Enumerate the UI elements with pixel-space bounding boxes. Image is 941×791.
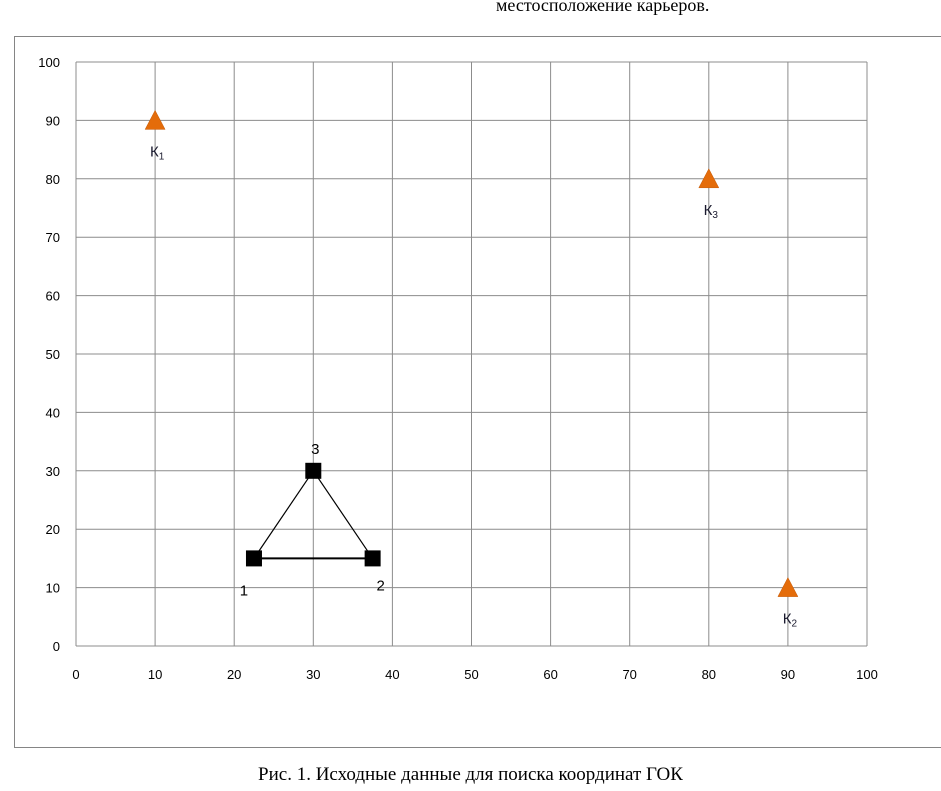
triangle-edges bbox=[253, 470, 374, 560]
point-marker bbox=[305, 462, 322, 479]
y-tick-label: 40 bbox=[46, 405, 60, 420]
y-tick-label: 20 bbox=[46, 522, 60, 537]
point-marker bbox=[245, 550, 262, 567]
chart-frame bbox=[14, 36, 941, 748]
y-tick-label: 100 bbox=[38, 55, 60, 70]
x-tick-label: 60 bbox=[543, 667, 557, 682]
x-tick-label: 70 bbox=[622, 667, 636, 682]
quarry-label-subscript: 1 bbox=[159, 151, 165, 162]
point-label: 2 bbox=[376, 577, 384, 594]
quarry-marker bbox=[698, 168, 720, 189]
quarry-label: К2 bbox=[783, 611, 798, 630]
x-tick-label: 0 bbox=[72, 667, 79, 682]
x-tick-label: 50 bbox=[464, 667, 478, 682]
x-tick-label: 40 bbox=[385, 667, 399, 682]
x-tick-label: 80 bbox=[702, 667, 716, 682]
x-tick-label: 100 bbox=[856, 667, 878, 682]
figure-caption: Рис. 1. Исходные данные для поиска коорд… bbox=[258, 764, 683, 785]
triangle-edge bbox=[312, 470, 374, 559]
x-tick-label: 10 bbox=[148, 667, 162, 682]
y-tick-label: 70 bbox=[46, 230, 60, 245]
point-label: 1 bbox=[240, 582, 248, 599]
y-tick-label: 80 bbox=[46, 172, 60, 187]
y-tick-label: 0 bbox=[53, 639, 60, 654]
x-tick-label: 20 bbox=[227, 667, 241, 682]
quarry-marker bbox=[777, 577, 799, 597]
y-axis-ticks: 0 10 20 30 40 50 60 70 80 90 100 bbox=[38, 55, 60, 654]
y-tick-label: 30 bbox=[46, 464, 60, 479]
y-tick-label: 60 bbox=[46, 289, 60, 304]
quarry-label-subscript: 3 bbox=[712, 210, 718, 221]
grid-lines bbox=[75, 61, 868, 647]
quarry-label: К3 bbox=[704, 202, 719, 221]
x-tick-label: 30 bbox=[306, 667, 320, 682]
quarry-label: К1 bbox=[150, 143, 165, 162]
header-text: местосположение карьеров. bbox=[496, 0, 710, 15]
y-tick-label: 50 bbox=[46, 347, 60, 362]
triangle-points: 1 2 3 bbox=[240, 441, 385, 600]
quarry-marker bbox=[144, 109, 166, 130]
y-tick-label: 90 bbox=[46, 113, 60, 128]
x-axis-ticks: 0 10 20 30 40 50 60 70 80 90 100 bbox=[72, 667, 877, 682]
triangle-edge bbox=[253, 470, 314, 559]
quarry-label-subscript: 2 bbox=[791, 619, 797, 630]
point-marker bbox=[364, 550, 381, 567]
chart-svg: 0 10 20 30 40 50 60 70 80 90 100 0 10 20 30 40 50 60 70 80… bbox=[38, 55, 878, 682]
point-label: 3 bbox=[311, 441, 319, 458]
y-tick-label: 10 bbox=[46, 581, 60, 596]
x-tick-label: 90 bbox=[781, 667, 795, 682]
